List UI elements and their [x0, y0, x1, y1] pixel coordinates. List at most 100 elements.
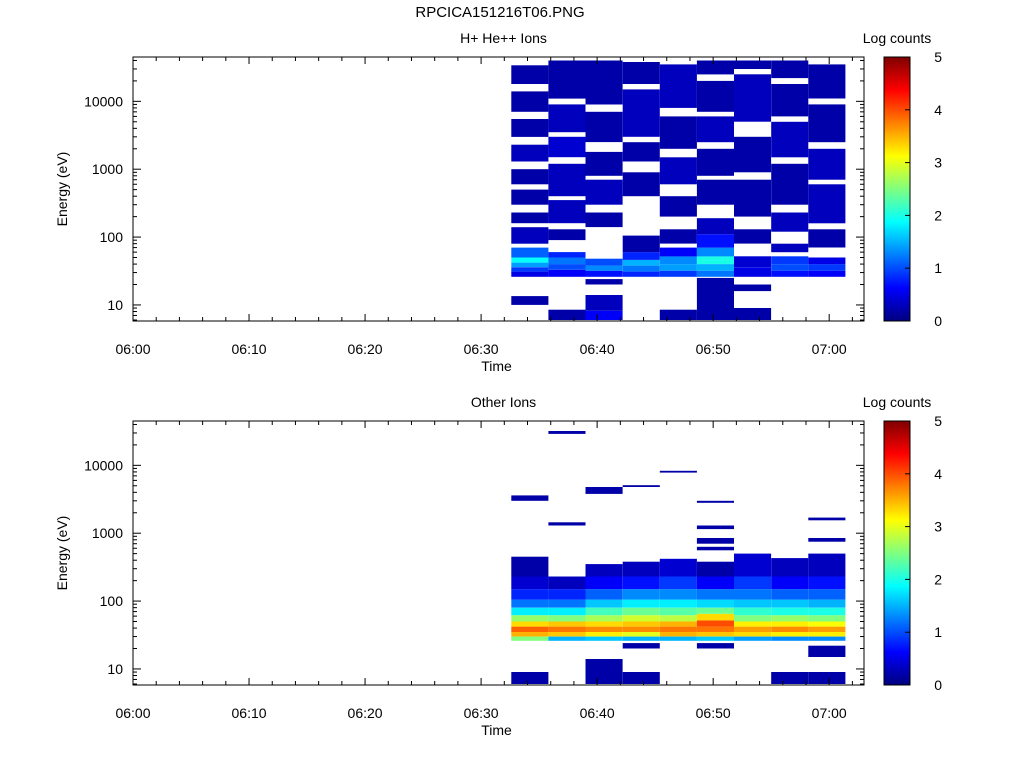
x-tick-label: 06:30 — [464, 705, 499, 721]
heatmap-cell — [659, 270, 697, 277]
heatmap-cell — [808, 599, 846, 608]
colorbar-tick-label: 3 — [934, 519, 942, 535]
heatmap-cell — [622, 172, 660, 197]
panel-title: H+ He++ Ions — [460, 30, 547, 46]
heatmap-cell — [622, 636, 660, 641]
heatmap-cell — [585, 310, 623, 320]
heatmap-cell — [622, 265, 660, 272]
y-axis-label: Energy (eV) — [54, 516, 70, 591]
heatmap-cell — [696, 525, 734, 530]
heatmap-cell — [771, 212, 809, 232]
heatmap-cell — [659, 576, 697, 590]
heatmap-cell — [696, 576, 734, 590]
heatmap-cell — [808, 184, 846, 224]
heatmap-cell — [696, 589, 734, 600]
heatmap-cell — [622, 576, 660, 590]
heatmap-cell — [808, 621, 846, 627]
heatmap-cell — [808, 607, 846, 616]
heatmap-cell — [622, 672, 660, 684]
colorbar-label: Log counts — [863, 394, 932, 410]
heatmap-cell — [659, 256, 697, 264]
heatmap-cell — [659, 64, 697, 108]
heatmap-cell — [622, 589, 660, 600]
heatmap-cell — [696, 632, 734, 637]
heatmap-cell — [548, 163, 586, 197]
heatmap-cell — [548, 621, 586, 627]
heatmap-cell — [511, 626, 549, 632]
heatmap-cell — [622, 271, 660, 277]
heatmap-cell — [511, 589, 549, 600]
heatmap-cell — [511, 267, 549, 272]
heatmap-cell — [511, 169, 549, 185]
heatmap-cell — [548, 615, 586, 622]
heatmap-cell — [511, 257, 549, 263]
heatmap-cell — [771, 84, 809, 117]
heatmap-cell — [808, 229, 846, 248]
heatmap-cell — [771, 121, 809, 158]
heatmap-cell — [622, 599, 660, 608]
heatmap-cell — [734, 589, 772, 600]
heatmap-cell — [585, 212, 623, 228]
heatmap-cell — [771, 576, 809, 590]
heatmap-cell — [622, 89, 660, 137]
colorbar-tick-label: 1 — [934, 624, 942, 640]
heatmap-cell — [511, 576, 549, 590]
heatmap-cell — [696, 60, 734, 75]
heatmap-cell — [622, 142, 660, 162]
colorbar-tick-label: 2 — [934, 207, 942, 223]
colorbar — [883, 56, 911, 322]
heatmap-cell — [511, 607, 549, 616]
heatmap-cell — [585, 111, 623, 143]
heatmap-cell — [734, 136, 772, 173]
heatmap-cell — [696, 116, 734, 143]
heatmap-cell — [585, 626, 623, 632]
heatmap-cell — [548, 431, 586, 434]
y-tick-label: 10 — [107, 661, 123, 677]
heatmap-cell — [734, 256, 772, 268]
heatmap-cell — [622, 252, 660, 260]
heatmap-cell — [771, 615, 809, 622]
x-tick-label: 07:00 — [812, 341, 847, 357]
heatmap-cell — [622, 632, 660, 637]
x-tick-label: 06:50 — [696, 341, 731, 357]
heatmap-cell — [659, 626, 697, 632]
heatmap-cell — [734, 615, 772, 622]
heatmap-cell — [511, 91, 549, 112]
heatmap-cell — [808, 104, 846, 143]
x-axis-label: Time — [481, 358, 512, 374]
heatmap-cell — [808, 626, 846, 632]
heatmap-cell — [585, 60, 623, 105]
heatmap-cell — [659, 621, 697, 627]
y-tick-label: 100 — [100, 593, 124, 609]
heatmap-cell — [659, 247, 697, 257]
heatmap-cell — [585, 636, 623, 641]
heatmap-cell — [808, 257, 846, 265]
heatmap-cell — [548, 576, 586, 590]
y-tick-label: 10000 — [84, 457, 123, 473]
heatmap-cell — [548, 589, 586, 600]
heatmap-cell — [511, 247, 549, 258]
heatmap-cell — [585, 265, 623, 271]
colorbar-tick-label: 4 — [934, 102, 942, 118]
heatmap-cell — [511, 621, 549, 627]
heatmap-cell — [696, 500, 734, 503]
heatmap-cell — [511, 556, 549, 577]
heatmap-cell — [734, 60, 772, 69]
heatmap-cell — [771, 264, 809, 271]
heatmap-cell — [808, 576, 846, 590]
colorbar-tick-label: 5 — [934, 49, 942, 65]
y-tick-label: 1000 — [92, 161, 123, 177]
heatmap-cell — [659, 636, 697, 641]
heatmap-cell — [696, 256, 734, 264]
heatmap-cell — [622, 607, 660, 616]
heatmap-cell — [696, 218, 734, 235]
heatmap-cell — [734, 308, 772, 320]
colorbar-tick-label: 1 — [934, 260, 942, 276]
heatmap-cell — [585, 279, 623, 285]
heatmap-cell — [548, 200, 586, 224]
x-tick-label: 06:00 — [115, 705, 150, 721]
heatmap-cell — [771, 163, 809, 205]
heatmap-cell — [585, 632, 623, 637]
x-tick-label: 06:40 — [580, 341, 615, 357]
heatmap-cell — [659, 632, 697, 637]
